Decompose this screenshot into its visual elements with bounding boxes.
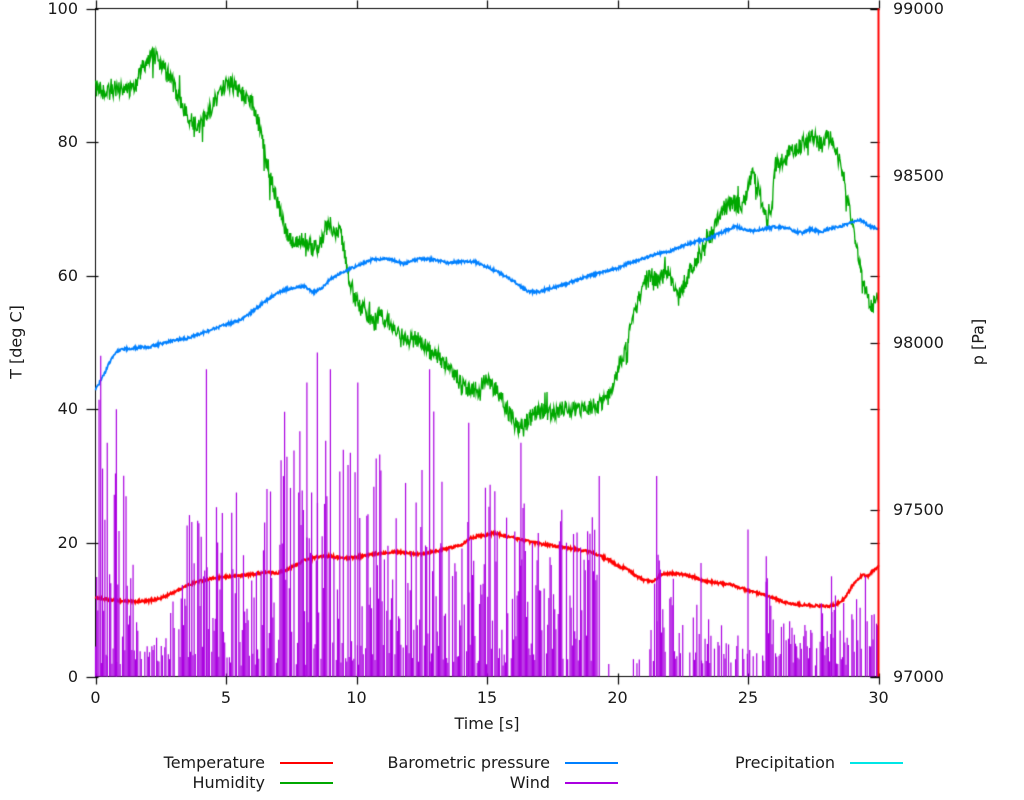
x-tick-label: 25 <box>737 688 759 707</box>
x-tick-label: 0 <box>90 688 101 707</box>
y2-tick-label: 97500 <box>893 499 944 519</box>
x-tick-label: 5 <box>220 688 232 707</box>
y2-axis-title: p [Pa] <box>968 318 988 366</box>
y2-tick-label: 97000 <box>893 666 944 686</box>
legend-label-temperature: Temperature <box>163 753 265 772</box>
legend-label-humidity: Humidity <box>192 773 265 792</box>
legend-label-wind: Wind <box>509 773 550 792</box>
y-tick-label: 20 <box>57 532 78 552</box>
y2-tick-label: 98000 <box>893 332 944 352</box>
y-tick-label: 100 <box>47 0 78 18</box>
legend-line-temperature <box>280 762 333 764</box>
y2-tick-label: 98500 <box>893 165 944 185</box>
legend-label-barometric-pressure: Barometric pressure <box>387 753 550 772</box>
x-tick-label: 15 <box>476 688 498 707</box>
y-tick-label: 80 <box>57 132 78 152</box>
legend-line-humidity <box>280 782 333 784</box>
legend-line-barometric-pressure <box>565 762 618 764</box>
x-axis-title: Time [s] <box>454 714 520 733</box>
y-tick-label: 40 <box>57 399 78 419</box>
x-tick-label: 20 <box>607 688 628 707</box>
y-tick-label: 60 <box>57 265 78 285</box>
legend-line-wind <box>565 782 618 784</box>
legend-line-precipitation <box>850 762 903 764</box>
y-tick-label: 0 <box>67 666 78 686</box>
y2-tick-label: 99000 <box>893 0 944 18</box>
y-axis-title: T [deg C] <box>6 305 26 379</box>
x-tick-label: 30 <box>868 688 889 707</box>
x-tick-label: 10 <box>346 688 367 707</box>
legend-label-precipitation: Precipitation <box>734 753 835 772</box>
